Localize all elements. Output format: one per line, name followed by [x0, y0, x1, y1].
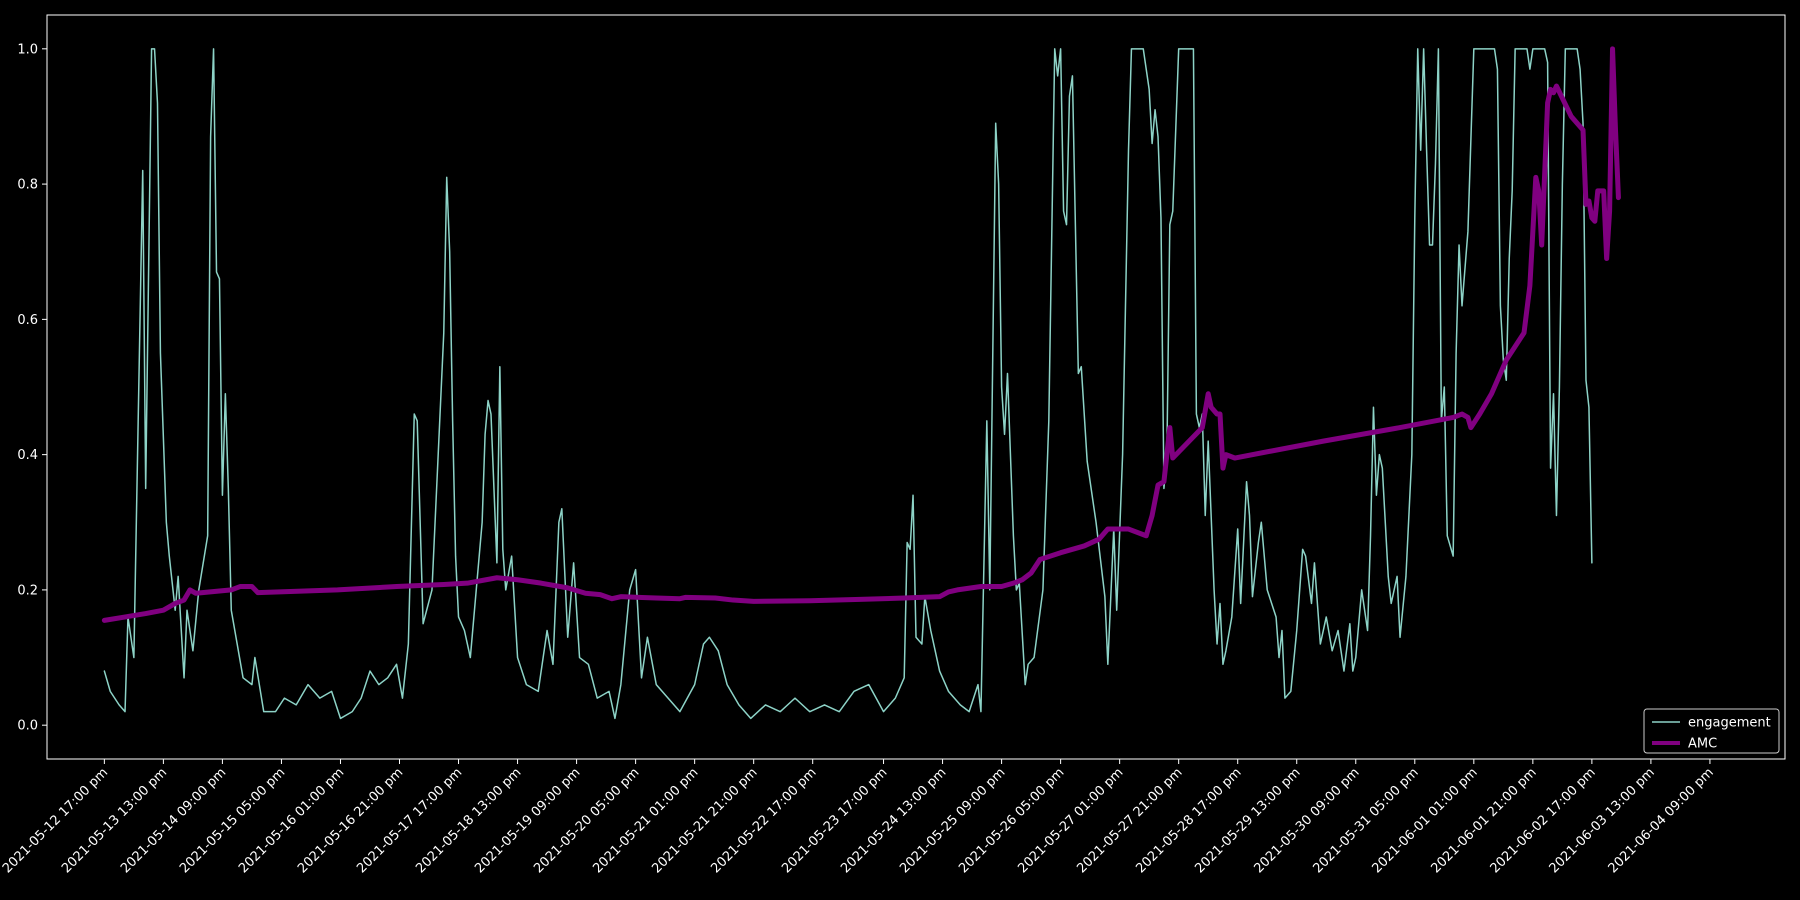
- legend-label-amc: AMC: [1688, 737, 1717, 752]
- legend: engagement AMC: [1643, 708, 1780, 754]
- plot-area: [101, 46, 1621, 720]
- y-axis: 0.0 0.2 0.4 0.6 0.8 1.0: [17, 42, 47, 734]
- y-tick-label: 0.2: [17, 583, 38, 598]
- series-line-amc: [101, 46, 1621, 623]
- axes-frame: [46, 14, 1786, 760]
- series-line-engagement: [103, 48, 1593, 720]
- y-tick-label: 0.8: [17, 178, 38, 193]
- y-tick-label: 0.0: [17, 719, 38, 734]
- y-tick-label: 0.6: [17, 313, 38, 328]
- y-tick-label: 0.4: [17, 448, 38, 463]
- y-tick-label: 1.0: [17, 42, 38, 57]
- legend-label-engagement: engagement: [1688, 716, 1771, 731]
